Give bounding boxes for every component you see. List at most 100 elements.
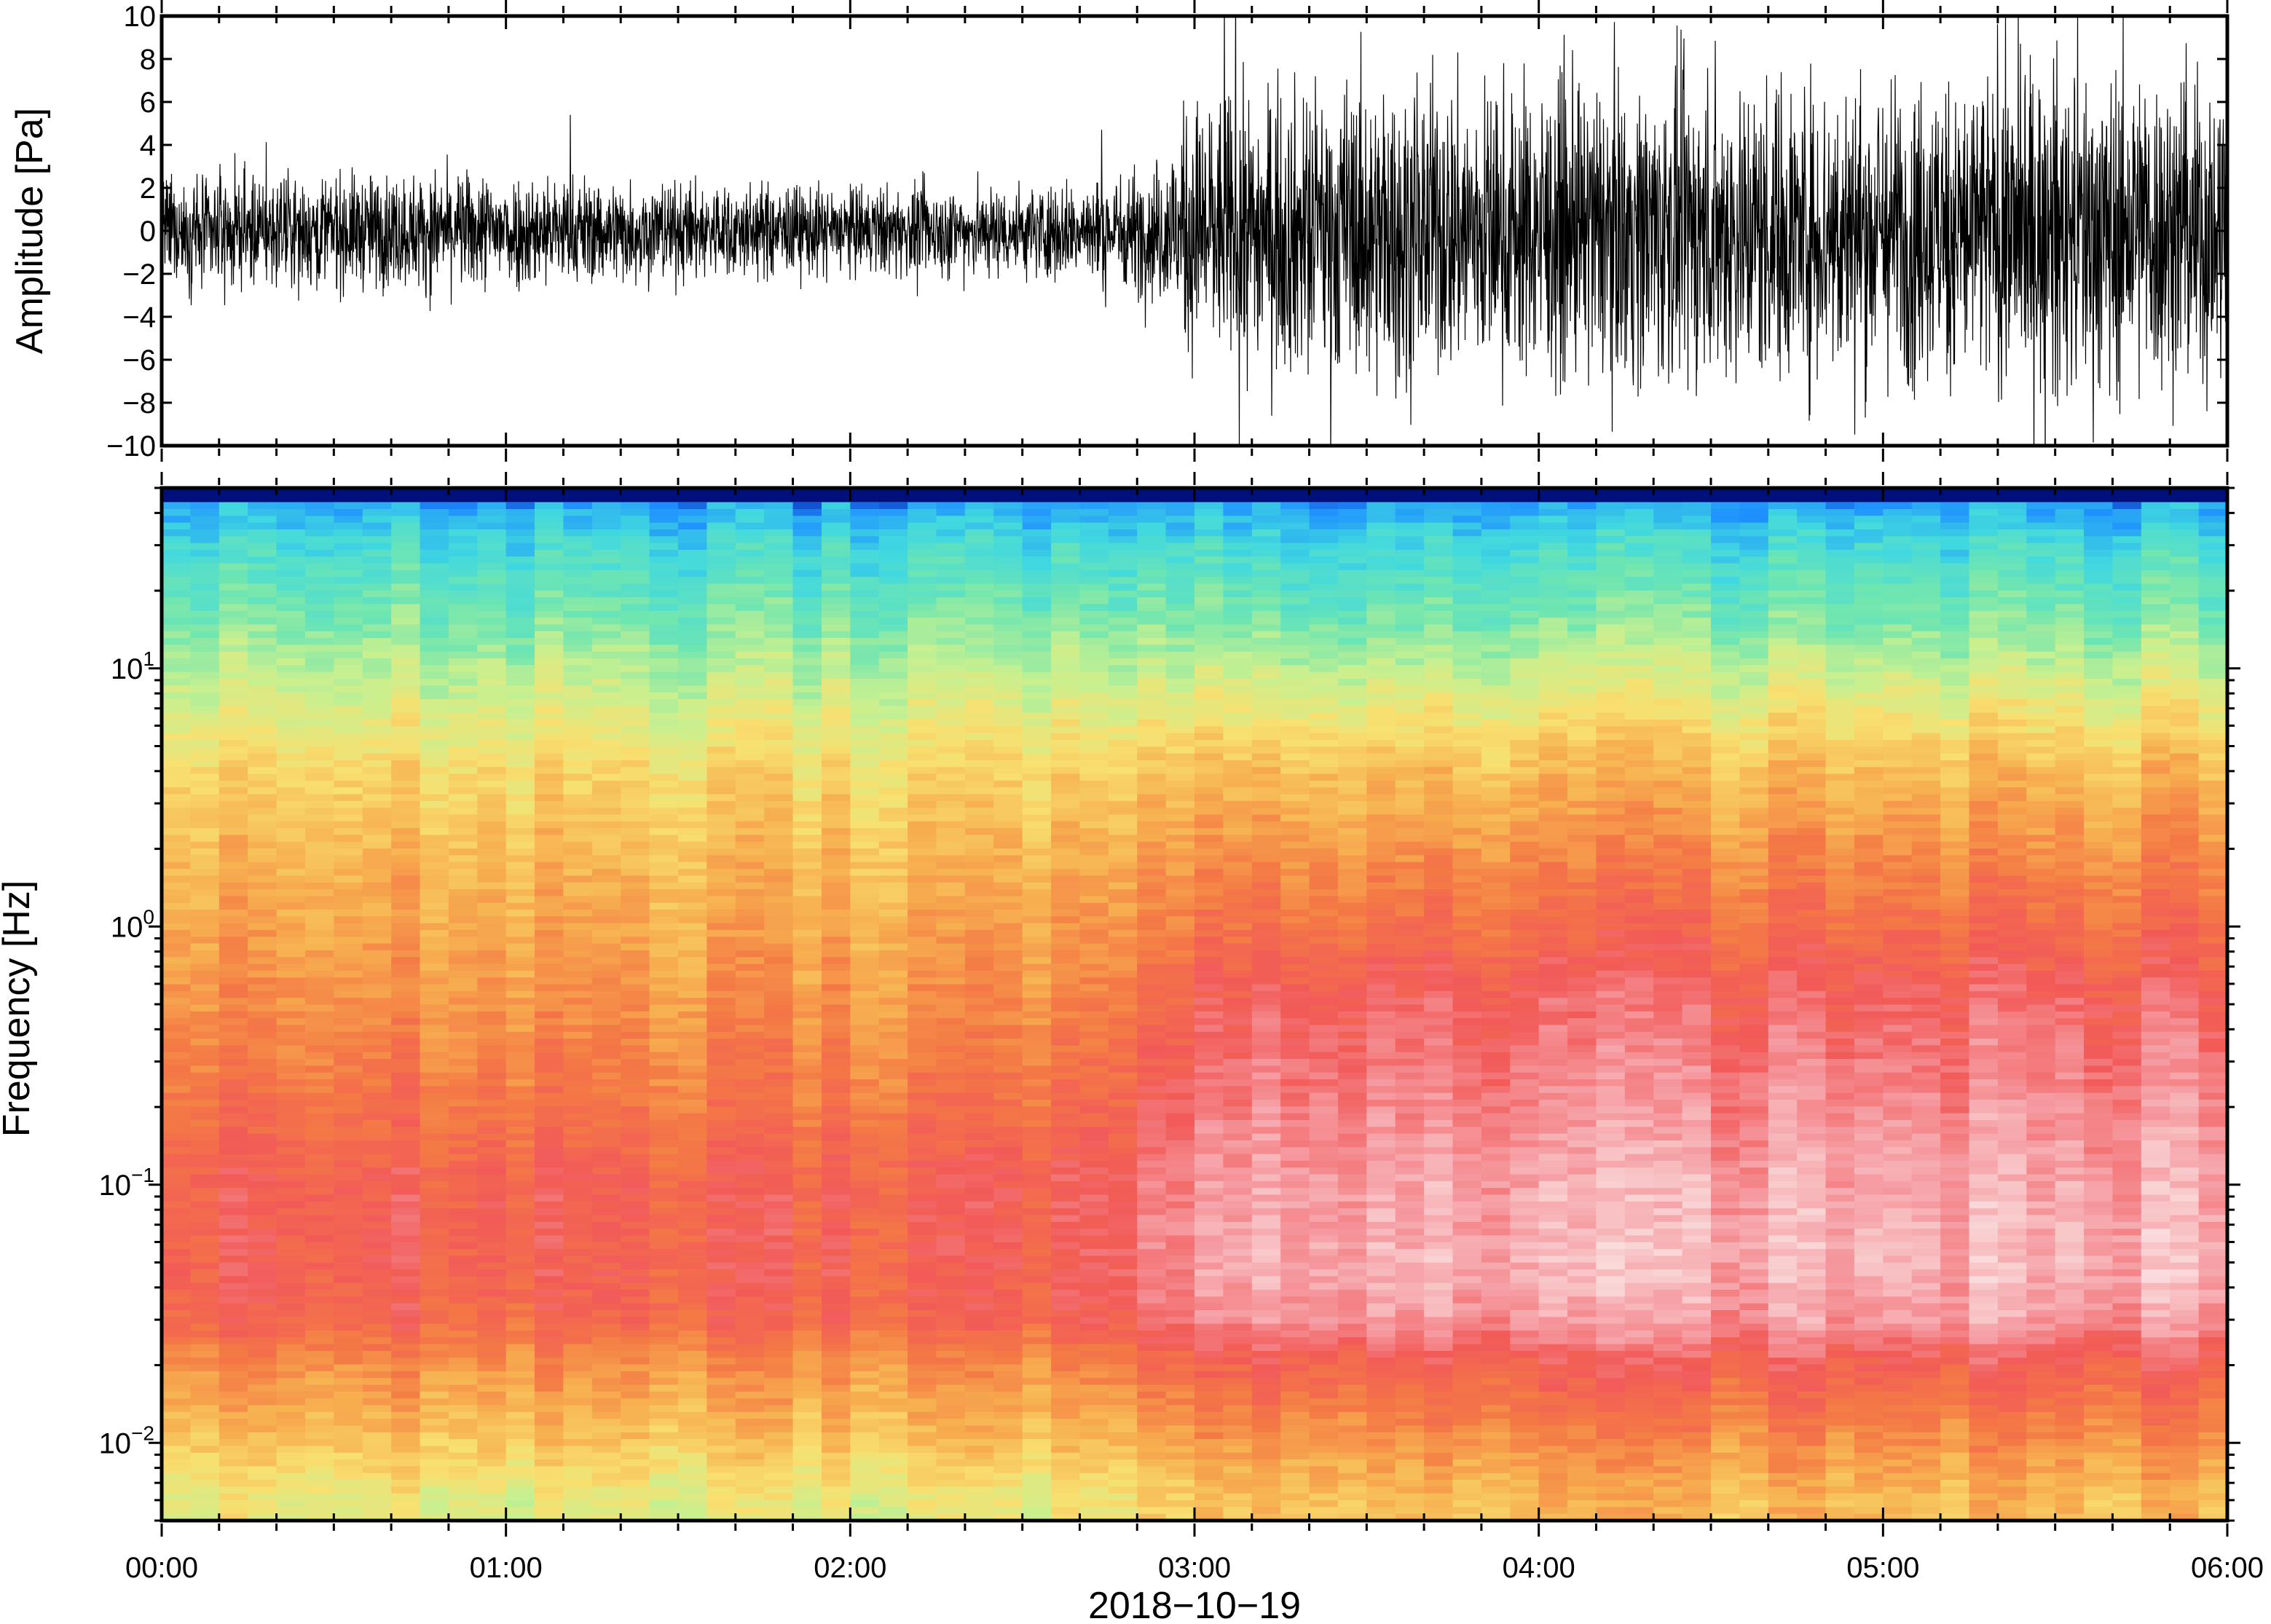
spectrogram-cell: [792, 875, 822, 883]
spectrogram-cell: [1022, 719, 1052, 727]
spectrogram-cell: [964, 1262, 994, 1270]
spectrogram-cell: [707, 1459, 736, 1467]
spectrogram-cell: [792, 706, 822, 714]
spectrogram-cell: [391, 618, 421, 626]
spectrogram-cell: [678, 651, 707, 659]
spectrogram-cell: [878, 1127, 908, 1135]
spectrogram-cell: [707, 1303, 736, 1311]
spectrogram-cell: [162, 841, 191, 849]
spectrogram-cell: [334, 862, 363, 870]
spectrogram-cell: [678, 706, 707, 714]
spectrogram-cell: [362, 1507, 392, 1515]
spectrogram-cell: [334, 1337, 363, 1345]
spectrogram-cell: [821, 1167, 851, 1175]
spectrogram-cell: [993, 1350, 1023, 1358]
spectrogram-cell: [448, 692, 478, 700]
spectrogram-cell: [563, 780, 593, 788]
spectrogram-cell: [362, 800, 392, 808]
spectrogram-cell: [735, 699, 765, 706]
spectrogram-cell: [878, 726, 908, 734]
spectrogram-cell: [362, 1310, 392, 1317]
spectrogram-cell: [850, 990, 880, 998]
spectrogram-cell: [735, 1411, 765, 1419]
spectrogram-cell: [362, 502, 392, 510]
spectrogram-cell: [908, 543, 937, 551]
spectrogram-cell: [850, 1446, 880, 1454]
spectrogram-cell: [964, 1235, 994, 1243]
spectrogram-cell: [850, 1466, 880, 1474]
spectrogram-cell: [563, 848, 593, 856]
spectrogram-cell: [304, 1466, 334, 1474]
spectrogram-cell: [678, 645, 707, 653]
spectrogram-cell: [334, 1045, 363, 1053]
spectrogram-cell: [1022, 929, 1052, 937]
spectrogram-cell: [477, 1330, 507, 1338]
spectrogram-cell: [792, 1229, 822, 1237]
spectrogram-cell: [678, 516, 707, 524]
spectrogram-cell: [964, 841, 994, 849]
spectrogram-cell: [219, 970, 248, 978]
spectrogram-cell: [362, 536, 392, 544]
spectrogram-cell: [362, 1160, 392, 1168]
spectrogram-cell: [535, 1425, 564, 1433]
spectrogram-cell: [735, 1092, 765, 1100]
spectrogram-cell: [505, 569, 535, 578]
spectrogram-cell: [248, 929, 278, 937]
spectrogram-cell: [591, 1262, 621, 1270]
spectrogram-cell: [219, 590, 248, 598]
spectrogram-cell: [505, 1276, 535, 1284]
spectrogram-cell: [304, 787, 334, 795]
spectrogram-cell: [621, 1330, 650, 1338]
spectrogram-cell: [707, 583, 736, 591]
spectrogram-cell: [420, 1378, 449, 1386]
spectrogram-cell: [792, 610, 822, 618]
spectrogram-cell: [190, 516, 220, 524]
spectrogram-cell: [276, 1031, 306, 1039]
spectrogram-cell: [678, 1188, 707, 1196]
spectrogram-cell: [908, 699, 937, 706]
spectrogram-cell: [1051, 1004, 1081, 1012]
spectrogram-cell: [1051, 509, 1081, 516]
spectrogram-cell: [1051, 624, 1081, 632]
spectrogram-cell: [936, 1282, 966, 1290]
spectrogram-cell: [821, 1507, 851, 1515]
spectrogram-cell: [821, 1337, 851, 1345]
spectrogram-cell: [477, 1208, 507, 1216]
spectrogram-cell: [563, 1486, 593, 1494]
spectrogram-cell: [850, 624, 880, 632]
spectrogram-cell: [735, 665, 765, 673]
spectrogram-cell: [190, 1419, 220, 1427]
spectrogram-cell: [908, 970, 937, 978]
spectrogram-cell: [964, 1507, 994, 1515]
spectrogram-cell: [1022, 1031, 1052, 1039]
spectrogram-cell: [764, 1378, 794, 1386]
spectrogram-cell: [649, 1174, 679, 1182]
spectrogram-cell: [936, 1004, 966, 1012]
spectrogram-cell: [878, 1459, 908, 1467]
spectrogram-cell: [535, 1100, 564, 1107]
spectrogram-cell: [936, 583, 966, 591]
spectrogram-cell: [707, 597, 736, 605]
spectrogram-cell: [248, 1018, 278, 1026]
spectrogram-cell: [535, 536, 564, 544]
spectrogram-cell: [678, 1154, 707, 1162]
spectrogram-cell: [878, 1215, 908, 1223]
spectrogram-cell: [420, 699, 449, 706]
spectrogram-cell: [248, 1180, 278, 1189]
spectrogram-cell: [908, 563, 937, 571]
spectrogram-cell: [477, 1092, 507, 1100]
spectrogram-cell: [304, 916, 334, 924]
spectrogram-cell: [334, 787, 363, 795]
spectrogram-cell: [764, 869, 794, 876]
spectrogram-cell: [850, 618, 880, 626]
spectrogram-cell: [505, 1330, 535, 1338]
spectrogram-cell: [334, 889, 363, 896]
spectrogram-cell: [420, 1147, 449, 1155]
spectrogram-cell: [993, 1384, 1023, 1392]
spectrogram-cell: [678, 1079, 707, 1087]
spectrogram-cell: [993, 1188, 1023, 1196]
spectrogram-cell: [850, 855, 880, 863]
spectrogram-cell: [792, 1500, 822, 1507]
spectrogram-cell: [649, 814, 679, 822]
spectrogram-cell: [162, 1174, 191, 1182]
